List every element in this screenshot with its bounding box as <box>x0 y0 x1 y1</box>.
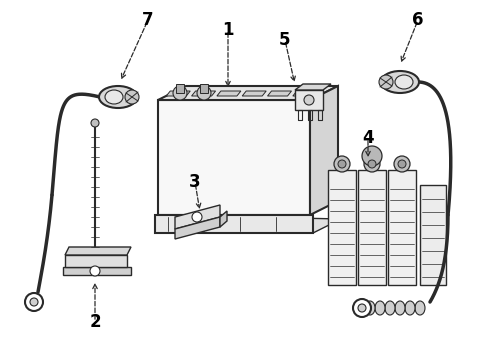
Polygon shape <box>175 217 220 239</box>
Polygon shape <box>65 255 127 267</box>
Polygon shape <box>158 86 338 100</box>
Ellipse shape <box>125 90 139 104</box>
Circle shape <box>30 298 38 306</box>
Ellipse shape <box>375 301 385 315</box>
Polygon shape <box>388 170 416 285</box>
Circle shape <box>368 160 376 168</box>
Polygon shape <box>65 247 131 255</box>
Text: 6: 6 <box>412 11 424 29</box>
Ellipse shape <box>405 301 415 315</box>
Polygon shape <box>63 267 131 275</box>
Circle shape <box>362 146 382 166</box>
Ellipse shape <box>415 301 425 315</box>
Circle shape <box>353 299 371 317</box>
Polygon shape <box>328 170 356 285</box>
Text: 3: 3 <box>189 173 201 191</box>
Polygon shape <box>295 84 331 90</box>
Circle shape <box>338 160 346 168</box>
Ellipse shape <box>385 301 395 315</box>
Circle shape <box>173 86 187 100</box>
Ellipse shape <box>395 75 413 89</box>
Text: 4: 4 <box>362 129 374 147</box>
Polygon shape <box>158 100 310 215</box>
Ellipse shape <box>99 86 137 108</box>
Polygon shape <box>176 84 184 93</box>
Polygon shape <box>175 205 220 229</box>
Polygon shape <box>310 86 338 215</box>
Ellipse shape <box>395 301 405 315</box>
Polygon shape <box>220 211 227 227</box>
Circle shape <box>394 156 410 172</box>
Ellipse shape <box>365 301 375 315</box>
Ellipse shape <box>379 75 393 89</box>
Circle shape <box>25 293 43 311</box>
Polygon shape <box>155 215 341 233</box>
Polygon shape <box>293 91 317 96</box>
Text: 7: 7 <box>142 11 154 29</box>
Polygon shape <box>155 215 313 233</box>
Circle shape <box>90 266 100 276</box>
Circle shape <box>91 119 99 127</box>
Circle shape <box>197 86 211 100</box>
Ellipse shape <box>381 71 419 93</box>
Polygon shape <box>420 185 446 285</box>
Circle shape <box>304 95 314 105</box>
Circle shape <box>192 212 202 222</box>
Text: 5: 5 <box>279 31 291 49</box>
Ellipse shape <box>355 301 365 315</box>
Text: 2: 2 <box>89 313 101 331</box>
Circle shape <box>334 156 350 172</box>
Circle shape <box>358 304 366 312</box>
Polygon shape <box>358 170 386 285</box>
Polygon shape <box>295 90 323 110</box>
Ellipse shape <box>105 90 123 104</box>
Polygon shape <box>242 91 266 96</box>
Polygon shape <box>268 91 292 96</box>
Polygon shape <box>192 91 216 96</box>
Text: 1: 1 <box>222 21 234 39</box>
Polygon shape <box>200 84 208 93</box>
Polygon shape <box>217 91 241 96</box>
Polygon shape <box>166 91 190 96</box>
Circle shape <box>364 156 380 172</box>
Circle shape <box>398 160 406 168</box>
